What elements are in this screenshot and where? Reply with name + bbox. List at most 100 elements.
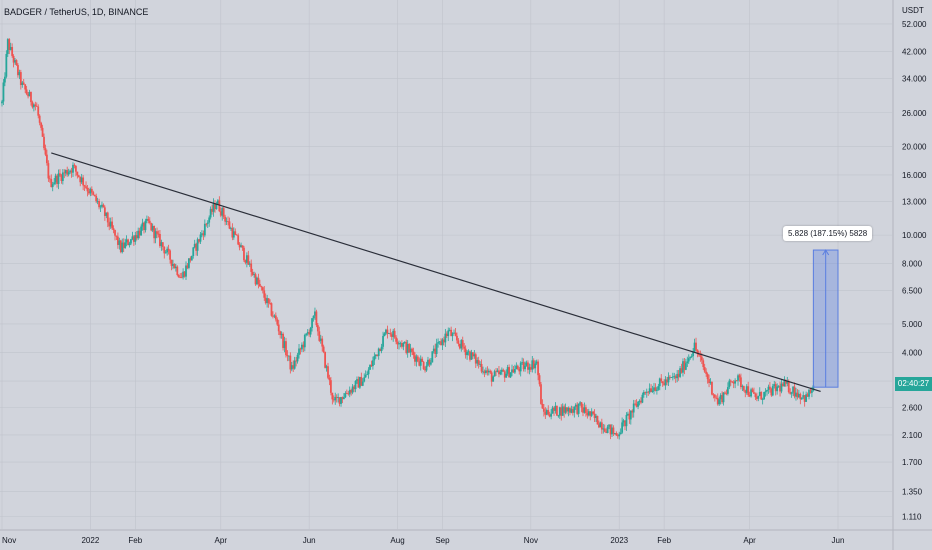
- candle-body: [173, 264, 176, 269]
- candle-body: [282, 333, 284, 348]
- candle-body: [787, 381, 790, 393]
- candle-body: [709, 381, 712, 384]
- candle-body: [315, 311, 318, 326]
- candle-body: [159, 233, 161, 247]
- candle-body: [188, 258, 190, 268]
- candle-body: [289, 355, 292, 370]
- candle-body: [308, 332, 311, 335]
- candle-body: [373, 356, 376, 361]
- candle-body: [270, 303, 273, 316]
- candle-body: [390, 334, 393, 337]
- candle-body: [147, 218, 150, 221]
- candle-body: [624, 420, 626, 427]
- candle-body: [293, 360, 296, 369]
- candle-body: [463, 346, 466, 349]
- candle-body: [311, 318, 313, 328]
- candle-body: [54, 175, 57, 183]
- candle-body: [218, 200, 221, 212]
- y-tick-label: 13.000: [902, 198, 927, 207]
- candle-body: [21, 82, 24, 86]
- candle-body: [538, 375, 541, 385]
- candle-body: [59, 173, 61, 176]
- candle-body: [467, 351, 470, 353]
- candle-body: [686, 361, 689, 364]
- candle-body: [117, 236, 119, 245]
- candle-body: [529, 367, 532, 370]
- candle-body: [751, 389, 754, 393]
- candle-body: [96, 201, 99, 202]
- candle-body: [676, 373, 679, 379]
- candle-body: [487, 370, 490, 373]
- candle-body: [341, 397, 344, 399]
- candle-body: [725, 393, 728, 395]
- candle-body: [429, 362, 432, 365]
- candle-body: [514, 369, 516, 373]
- candle-body: [682, 361, 684, 373]
- candle-body: [461, 340, 464, 347]
- candle-body: [46, 154, 48, 164]
- candle-body: [398, 343, 400, 345]
- candle-body: [353, 386, 355, 390]
- candle-body: [576, 404, 579, 414]
- x-tick-label: Jun: [832, 536, 845, 545]
- candle-body: [502, 369, 505, 372]
- symbol-label: BADGER / TetherUS, 1D, BINANCE: [4, 7, 149, 17]
- candle-body: [38, 115, 41, 123]
- candle-body: [334, 396, 337, 401]
- candle-body: [372, 360, 374, 367]
- candle-body: [554, 405, 557, 411]
- candle-body: [524, 365, 526, 370]
- candle-body: [753, 392, 755, 394]
- candle-body: [3, 76, 6, 83]
- candle-body: [521, 362, 524, 363]
- candle-body: [629, 410, 632, 420]
- candle-body: [699, 355, 702, 357]
- candle-body: [185, 265, 187, 277]
- candle-body: [302, 344, 305, 348]
- candle-body: [240, 245, 242, 248]
- candle-body: [258, 283, 261, 287]
- candle-body: [267, 298, 270, 304]
- candle-body: [605, 431, 608, 434]
- y-tick-label: 34.000: [902, 74, 927, 83]
- candle-body: [77, 175, 80, 177]
- candle-body: [261, 287, 264, 291]
- candle-body: [386, 329, 389, 334]
- candle-body: [748, 395, 751, 397]
- candle-body: [618, 434, 621, 437]
- x-tick-label: 2023: [610, 536, 628, 545]
- candle-body: [101, 204, 103, 207]
- candle-body: [37, 106, 40, 116]
- candle-body: [722, 392, 725, 403]
- candle-body: [8, 39, 11, 50]
- candle-body: [392, 330, 395, 337]
- candle-body: [169, 250, 171, 260]
- candle-body: [516, 365, 519, 369]
- candle-body: [579, 402, 582, 404]
- candle-body: [124, 242, 127, 248]
- candle-body: [547, 410, 550, 415]
- candle-body: [496, 370, 499, 372]
- candle-body: [586, 412, 589, 416]
- candle-body: [232, 231, 235, 238]
- candle-body: [658, 378, 661, 387]
- candle-body: [703, 367, 706, 372]
- candle-body: [154, 231, 157, 239]
- candle-body: [489, 370, 492, 373]
- candle-body: [153, 225, 156, 239]
- candle-body: [747, 386, 750, 396]
- candle-body: [205, 223, 208, 225]
- candle-body: [106, 212, 109, 223]
- candle-body: [325, 366, 328, 368]
- candle-body: [130, 239, 132, 244]
- candle-body: [422, 361, 425, 370]
- candle-body: [476, 360, 479, 364]
- candle-body: [303, 334, 306, 348]
- candle-body: [316, 325, 319, 332]
- candle-body: [367, 369, 370, 375]
- candle-body: [53, 182, 56, 185]
- x-tick-label: Aug: [390, 536, 404, 545]
- candle-body: [22, 82, 25, 85]
